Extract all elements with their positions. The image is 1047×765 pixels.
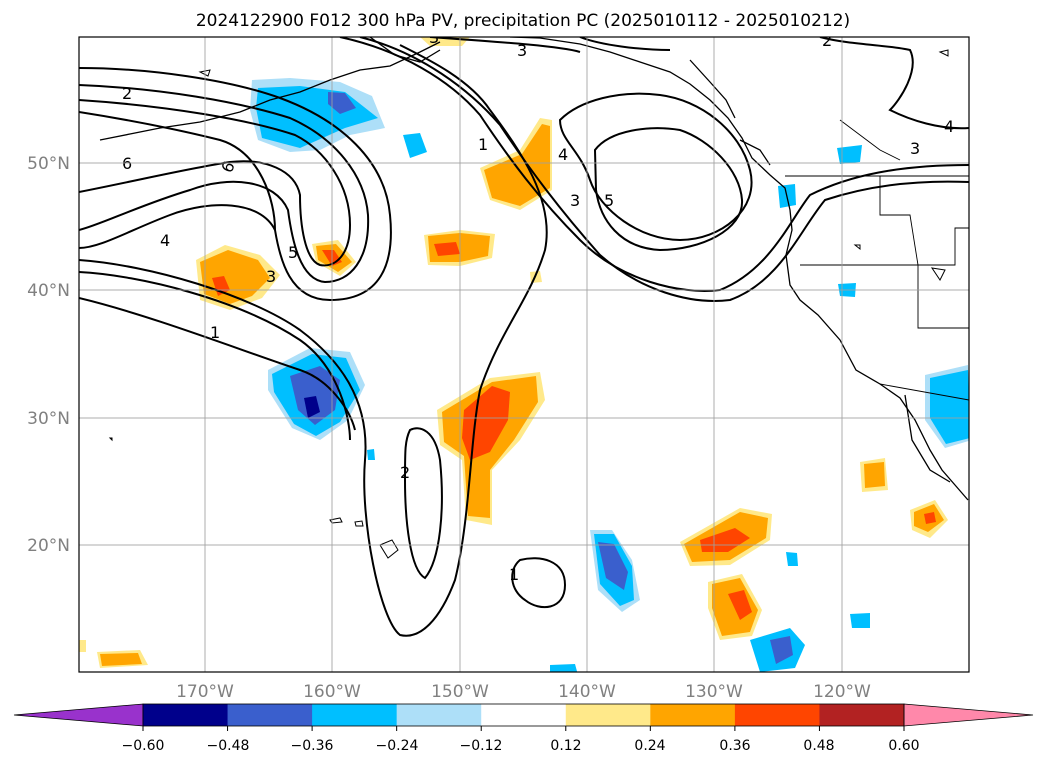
colorbar-tick-label: 0.24 [634, 738, 665, 754]
colorbar-tick-label: −0.12 [460, 738, 503, 754]
contour-label: 5 [604, 191, 614, 210]
map-panel: 2 6 6 4 5 3 1 1 4 3 5 3 2 1 3 3 2 4 [27, 28, 970, 702]
contour-label: 3 [517, 41, 527, 60]
colorbar-ticks [142, 726, 905, 731]
colorbar-segment [143, 704, 229, 726]
lon-label: 160°W [303, 682, 361, 702]
colorbar-tick-label: −0.60 [122, 738, 165, 754]
colorbar-tick-label: 0.60 [888, 738, 919, 754]
colorbar-segments [13, 703, 1034, 727]
coastlines [99, 37, 969, 501]
colorbar-tick-label: 0.48 [803, 738, 834, 754]
colorbar-tick-label: −0.36 [291, 738, 334, 754]
contour-label: 2 [822, 31, 832, 50]
latitude-labels: 50°N 40°N 30°N 20°N [27, 154, 70, 556]
lon-label: 150°W [431, 682, 489, 702]
contour-label: 4 [558, 145, 568, 164]
colorbar-segment [734, 704, 820, 726]
colorbar-tick-label: −0.48 [207, 738, 250, 754]
lon-label: 130°W [685, 682, 743, 702]
colorbar-outline [142, 703, 905, 727]
colorbar-segment [481, 704, 567, 726]
colorbar-segment [565, 704, 651, 726]
contour-label: 3 [570, 191, 580, 210]
lon-label: 170°W [176, 682, 234, 702]
colorbar-tick-label: 0.36 [719, 738, 750, 754]
contour-label: 3 [429, 28, 439, 47]
figure-title: 2024122900 F012 300 hPa PV, precipitatio… [196, 11, 850, 31]
lat-label: 30°N [27, 409, 70, 429]
colorbar-tick-label: −0.24 [376, 738, 419, 754]
country-borders [785, 119, 969, 401]
contour-labels: 2 6 6 4 5 3 1 1 4 3 5 3 2 1 3 3 2 4 [122, 28, 954, 584]
lat-label: 20°N [27, 536, 70, 556]
contour-label: 5 [288, 243, 298, 262]
lat-label: 40°N [27, 281, 70, 301]
colorbar: −0.60 −0.48 −0.36 −0.24 −0.12 0.12 0.24 … [13, 703, 1034, 754]
contour-label: 4 [160, 231, 170, 250]
map-frame [79, 37, 969, 672]
colorbar-tick-label: 0.12 [550, 738, 581, 754]
contour-label: 2 [400, 463, 410, 482]
colorbar-extend-max [903, 703, 1034, 727]
colorbar-segment [396, 704, 482, 726]
contour-label: 2 [122, 84, 132, 103]
colorbar-tick-labels: −0.60 −0.48 −0.36 −0.24 −0.12 0.12 0.24 … [122, 738, 920, 754]
contour-label: 1 [478, 135, 488, 154]
colorbar-extend-min [13, 703, 144, 727]
contour-label: 3 [910, 139, 920, 158]
contour-label: 4 [944, 117, 954, 136]
contour-label: 1 [509, 565, 519, 584]
colorbar-segment [312, 704, 398, 726]
colorbar-segment [650, 704, 736, 726]
lon-label: 140°W [558, 682, 616, 702]
lon-label: 120°W [813, 682, 871, 702]
longitude-labels: 170°W 160°W 150°W 140°W 130°W 120°W [176, 682, 871, 702]
contour-label: 1 [210, 323, 220, 342]
lat-label: 50°N [27, 154, 70, 174]
colorbar-segment [227, 704, 313, 726]
contour-label: 3 [266, 267, 276, 286]
gridlines [79, 37, 969, 672]
colorbar-segment [819, 704, 905, 726]
map-border [78, 36, 970, 673]
